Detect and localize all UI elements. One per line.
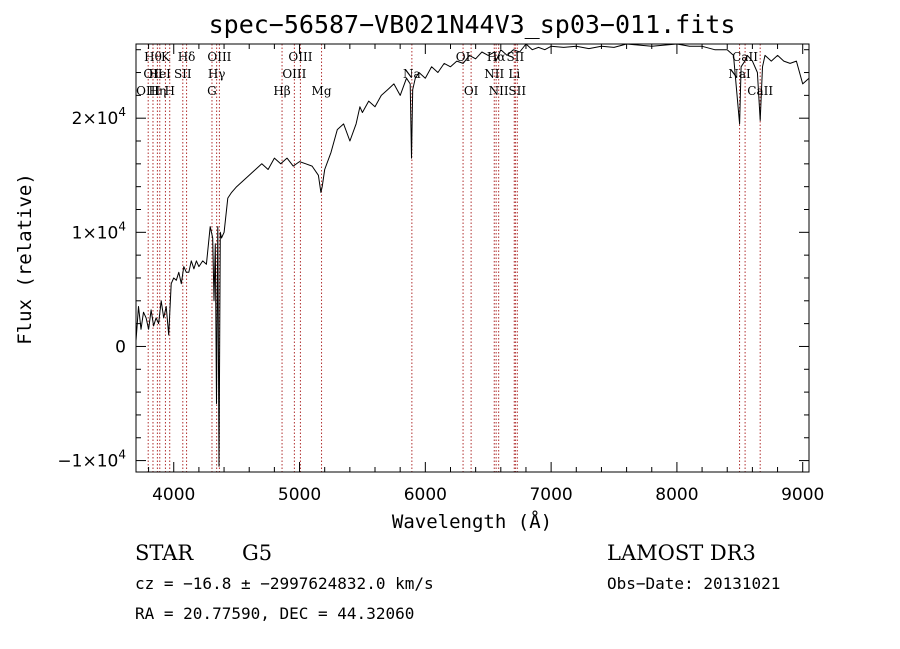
x-tick-label: 9000 [781, 485, 824, 505]
plot-frame [135, 43, 810, 473]
y-axis-label: Flux (relative) [14, 173, 36, 345]
x-tick-label: 5000 [278, 485, 321, 505]
y-tick-label: 1×104 [72, 219, 126, 243]
x-tick-label: 8000 [655, 485, 698, 505]
y-tick-label: 0 [115, 337, 126, 357]
object-subclass: G5 [242, 541, 272, 565]
line-marker-label: Hδ [178, 50, 196, 64]
line-marker-label: H [164, 84, 174, 98]
line-marker-label: OII [143, 67, 163, 81]
line-marker-label: HeI [149, 67, 172, 81]
coordinates-readout: RA = 20.77590, DEC = 44.32060 [135, 604, 414, 623]
redshift-readout: cz = −16.8 ± −2997624832.0 km/s [135, 574, 434, 593]
x-tick-label: 4000 [152, 485, 195, 505]
observation-date: Obs−Date: 20131021 [607, 574, 780, 593]
line-marker-label: Li [508, 67, 520, 81]
line-marker-label: Hθ [144, 50, 162, 64]
line-marker-label: OIII [207, 50, 231, 64]
line-marker-label: OIII [282, 67, 306, 81]
object-class: STAR [135, 541, 194, 565]
spectral-line-markers [147, 44, 761, 472]
chart-title: spec−56587−VB021N44V3_sp03−011.fits [209, 10, 736, 39]
line-marker-label: Hγ [208, 67, 226, 81]
line-marker-label: CaII [732, 50, 758, 64]
line-marker-label: Hβ [273, 84, 290, 98]
line-marker-label: Hα [487, 50, 506, 64]
line-marker-label: NII [489, 84, 509, 98]
line-marker-label: OI [464, 84, 479, 98]
line-marker-label: SII [507, 50, 525, 64]
line-marker-label: NaI [728, 67, 751, 81]
spectrum-series-line [135, 43, 810, 467]
y-tick-label: 2×104 [72, 105, 126, 129]
line-marker-label: G [207, 84, 217, 98]
object-info-panel: STAR G5 LAMOST DR3 cz = −16.8 ± −2997624… [135, 541, 780, 623]
x-tick-label: 7000 [529, 485, 572, 505]
x-axis-ticks: 4000 5000 6000 7000 8000 9000 [148, 44, 824, 505]
line-marker-label: Mg [312, 84, 332, 98]
line-marker-label: SII [508, 84, 526, 98]
x-axis-label: Wavelength (Å) [392, 510, 552, 533]
survey-name: LAMOST DR3 [607, 541, 756, 565]
line-marker-label: K [161, 50, 171, 64]
line-marker-label: OIII [136, 84, 160, 98]
line-marker-label: OIII [288, 50, 312, 64]
line-marker-label: CaII [747, 84, 773, 98]
line-marker-label: SII [174, 67, 192, 81]
spectral-line-labels: OIIIOIIHθHηHeIKHSIIHδGHγOIIIHβOIIIOIIIMg… [136, 50, 773, 98]
y-axis-ticks: −1×104 0 1×104 2×104 [57, 49, 809, 472]
line-marker-label: NII [484, 67, 504, 81]
line-marker-label: Hη [149, 84, 167, 98]
y-tick-label: −1×104 [57, 448, 126, 472]
line-marker-label: OI [456, 50, 471, 64]
x-tick-label: 6000 [404, 485, 447, 505]
